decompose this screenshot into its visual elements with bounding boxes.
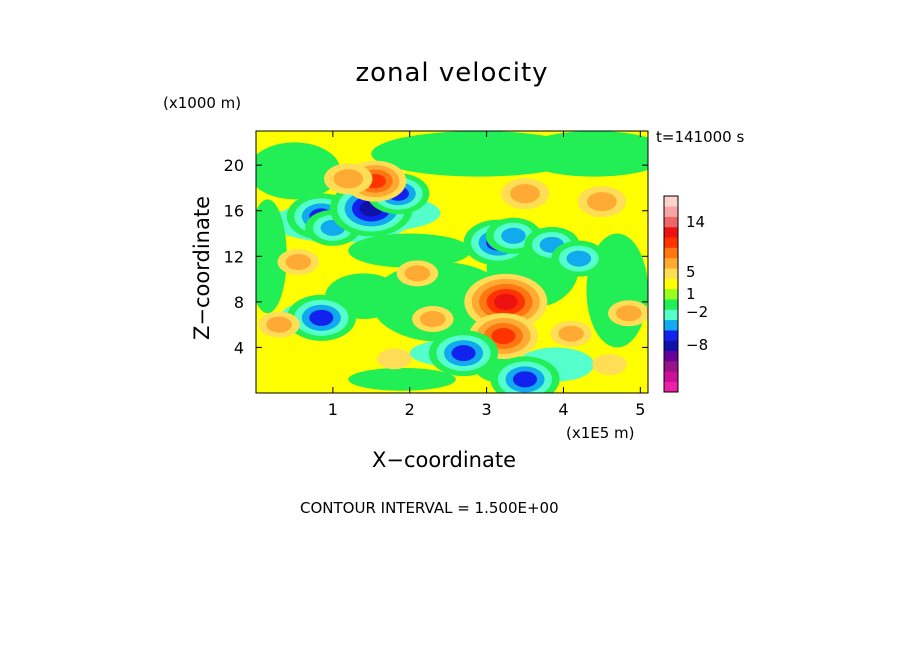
colorbar-tick-label: 14 [686, 213, 705, 231]
contour-feature [616, 305, 642, 322]
colorbar-swatch [664, 206, 678, 217]
y-tick-label: 16 [224, 202, 244, 221]
colorbar-swatch [664, 340, 678, 352]
colorbar-swatch [664, 371, 678, 382]
y-axis-unit: (x1000 m) [163, 94, 242, 112]
y-tick-label: 4 [234, 338, 244, 357]
x-tick-label: 3 [481, 400, 491, 419]
contour-feature [451, 345, 476, 362]
colorbar-tick-label: −2 [686, 303, 708, 321]
contour-feature [592, 354, 627, 376]
contour-feature [584, 148, 620, 170]
contour-feature [491, 328, 516, 345]
contour-feature [377, 348, 412, 370]
colorbar-tick-label: 5 [686, 263, 696, 281]
colorbar-swatch [664, 278, 678, 290]
colorbar-swatch [664, 226, 678, 238]
plot-frame [255, 130, 649, 394]
y-axis-label: Z−coordinate [190, 196, 214, 340]
contour-plot-area [256, 131, 648, 393]
y-tick-label: 12 [224, 247, 244, 266]
contour-feature [586, 192, 617, 212]
x-axis-label: X−coordinate [372, 448, 516, 472]
contour-feature [404, 265, 431, 282]
x-tick-label: 1 [328, 400, 338, 419]
contour-feature [285, 254, 312, 270]
colorbar-swatch [664, 299, 678, 310]
y-tick-label: 8 [234, 293, 244, 312]
colorbar-swatch [664, 268, 678, 279]
x-tick-label: 5 [635, 400, 645, 419]
colorbar-swatch [664, 257, 678, 269]
time-label: t=141000 s [656, 128, 745, 146]
contour-feature [277, 154, 312, 176]
contour-feature [469, 148, 504, 170]
chart-title: zonal velocity [355, 58, 549, 88]
colorbar: 14 5 1−2 −8 [663, 195, 708, 393]
contour-feature [309, 309, 334, 326]
y-axis-ticks: 4 8 12 16 20 [224, 156, 648, 357]
colorbar-swatch [664, 350, 678, 362]
contour-feature [566, 250, 592, 267]
colorbar-swatch [664, 319, 678, 331]
colorbar-swatch [664, 196, 678, 207]
colorbar-swatch [664, 381, 678, 393]
contour-feature [512, 371, 538, 388]
contour-feature [333, 169, 364, 189]
contour-interval-label: CONTOUR INTERVAL = 1.500E+00 [300, 499, 559, 517]
colorbar-swatch [664, 361, 678, 372]
x-axis-unit: (x1E5 m) [566, 424, 635, 442]
colorbar-swatch [664, 237, 678, 248]
x-tick-label: 4 [558, 400, 568, 419]
contour-feature [266, 316, 292, 333]
colorbar-swatch [664, 247, 678, 259]
contour-feature [501, 227, 526, 244]
x-axis-ticks: 1 2 3 4 5 [328, 131, 645, 419]
colorbar-tick-label: 1 [686, 285, 696, 303]
contour-band [256, 199, 287, 314]
y-tick-label: 20 [224, 156, 244, 175]
contour-fill-layer [256, 131, 648, 393]
colorbar-tick-label: −8 [686, 336, 708, 354]
colorbar-frame [663, 195, 679, 393]
x-tick-label: 2 [405, 400, 415, 419]
contour-band [348, 367, 456, 391]
colorbar-swatch [664, 216, 678, 228]
contour-feature [558, 325, 584, 342]
contour-band [348, 233, 472, 268]
colorbar-swatch [664, 330, 678, 341]
colorbar-swatch [664, 309, 678, 321]
contour-feature [510, 184, 540, 204]
contour-feature [493, 293, 518, 310]
contour-feature [420, 310, 446, 327]
colorbar-swatch [664, 288, 678, 300]
